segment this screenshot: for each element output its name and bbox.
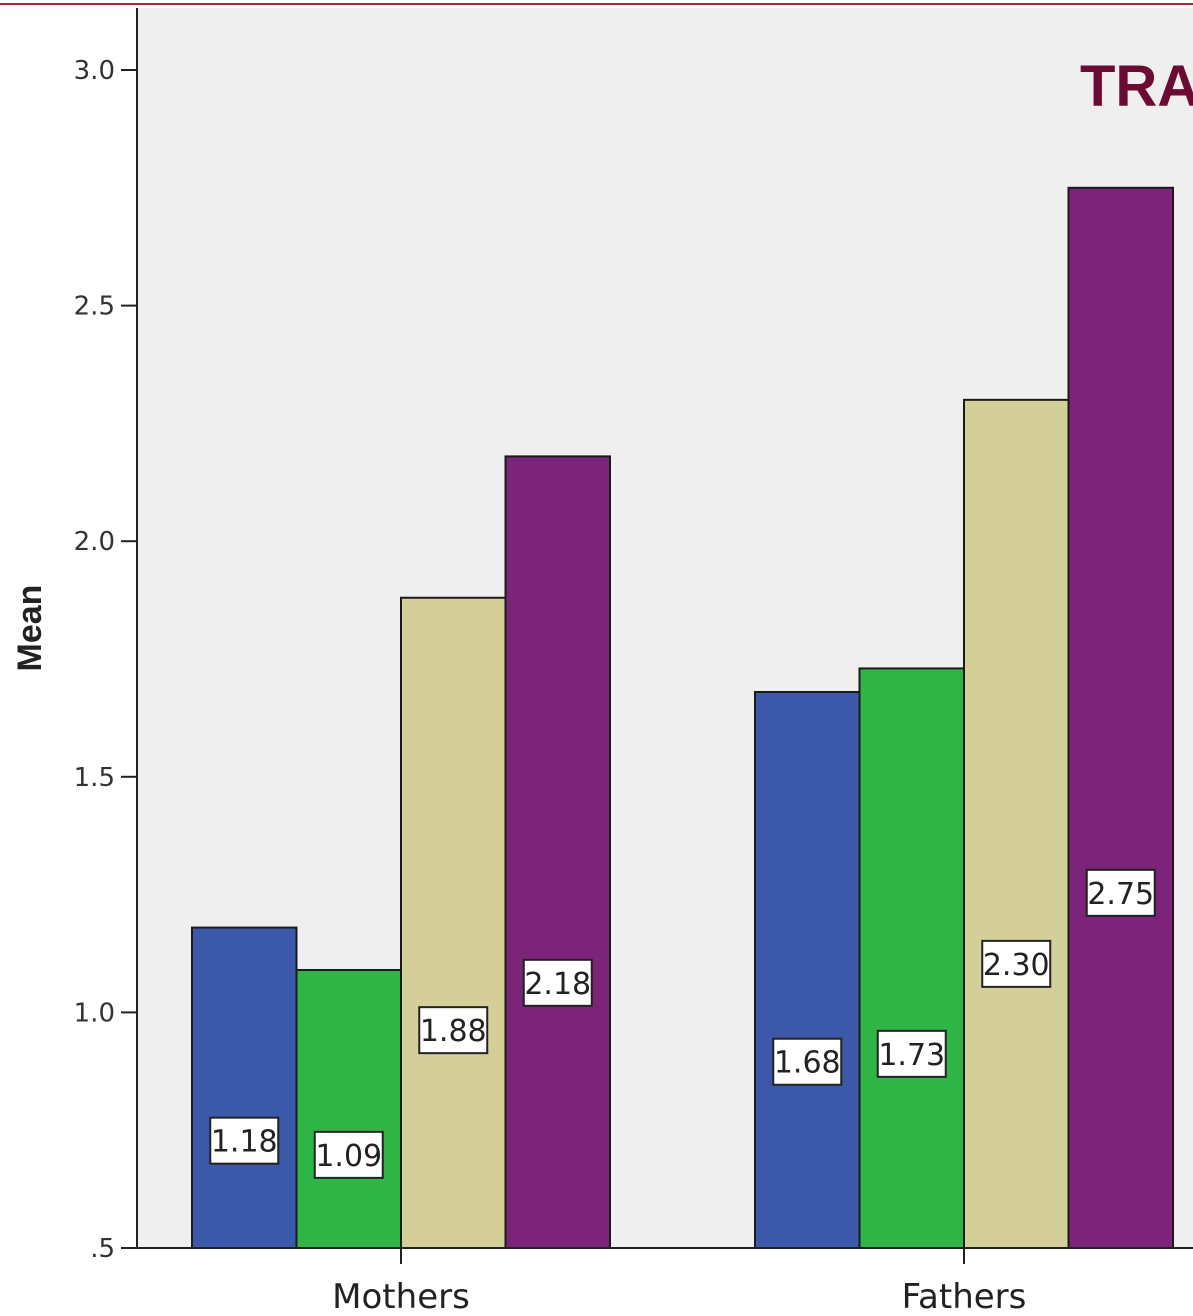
- data-label-box: [418, 1006, 489, 1055]
- bar: [191, 926, 298, 1249]
- y-tick-label: 2.5: [74, 292, 115, 322]
- data-label-box: [876, 1029, 947, 1078]
- bar: [858, 667, 965, 1249]
- data-label: 1.09: [315, 1139, 382, 1174]
- y-tick-label: 1.0: [74, 998, 115, 1028]
- y-tick-label: 1.5: [74, 763, 115, 793]
- y-tick-label: 2.0: [74, 527, 115, 557]
- bar: [963, 398, 1070, 1249]
- data-label: 1.18: [211, 1125, 278, 1160]
- data-label-box: [209, 1116, 280, 1165]
- bar: [1067, 186, 1174, 1249]
- data-label: 1.68: [774, 1046, 841, 1081]
- x-category-label: Fathers: [902, 1277, 1027, 1316]
- chart-title: TRA: [1080, 54, 1193, 119]
- data-label: 2.75: [1087, 877, 1154, 912]
- data-label-box: [981, 939, 1052, 988]
- data-label: 2.30: [983, 948, 1050, 983]
- data-labels-layer: 1.18 1.09 1.88 2.18 1.68 1.73 2.30 2.75: [209, 868, 1156, 1179]
- bar: [295, 968, 402, 1249]
- x-ticks: Mothers Fathers: [332, 1248, 1026, 1316]
- data-label-box: [1085, 868, 1156, 917]
- y-tick-label: .5: [90, 1234, 115, 1264]
- bar: [754, 690, 861, 1249]
- y-axis-title: Mean: [11, 585, 49, 672]
- y-ticks: .5 1.0 1.5 2.0 2.5 3.0: [74, 56, 137, 1264]
- x-category-label: Mothers: [332, 1277, 470, 1316]
- data-label: 2.18: [524, 967, 591, 1002]
- bars-layer: [191, 186, 1174, 1250]
- data-label: 1.88: [420, 1014, 487, 1049]
- bar: [400, 596, 507, 1249]
- y-tick-label: 3.0: [74, 56, 115, 86]
- data-label: 1.73: [878, 1038, 945, 1073]
- data-label-box: [313, 1130, 384, 1179]
- data-label-box: [522, 958, 593, 1007]
- data-label-box: [772, 1037, 843, 1086]
- bar: [504, 455, 611, 1250]
